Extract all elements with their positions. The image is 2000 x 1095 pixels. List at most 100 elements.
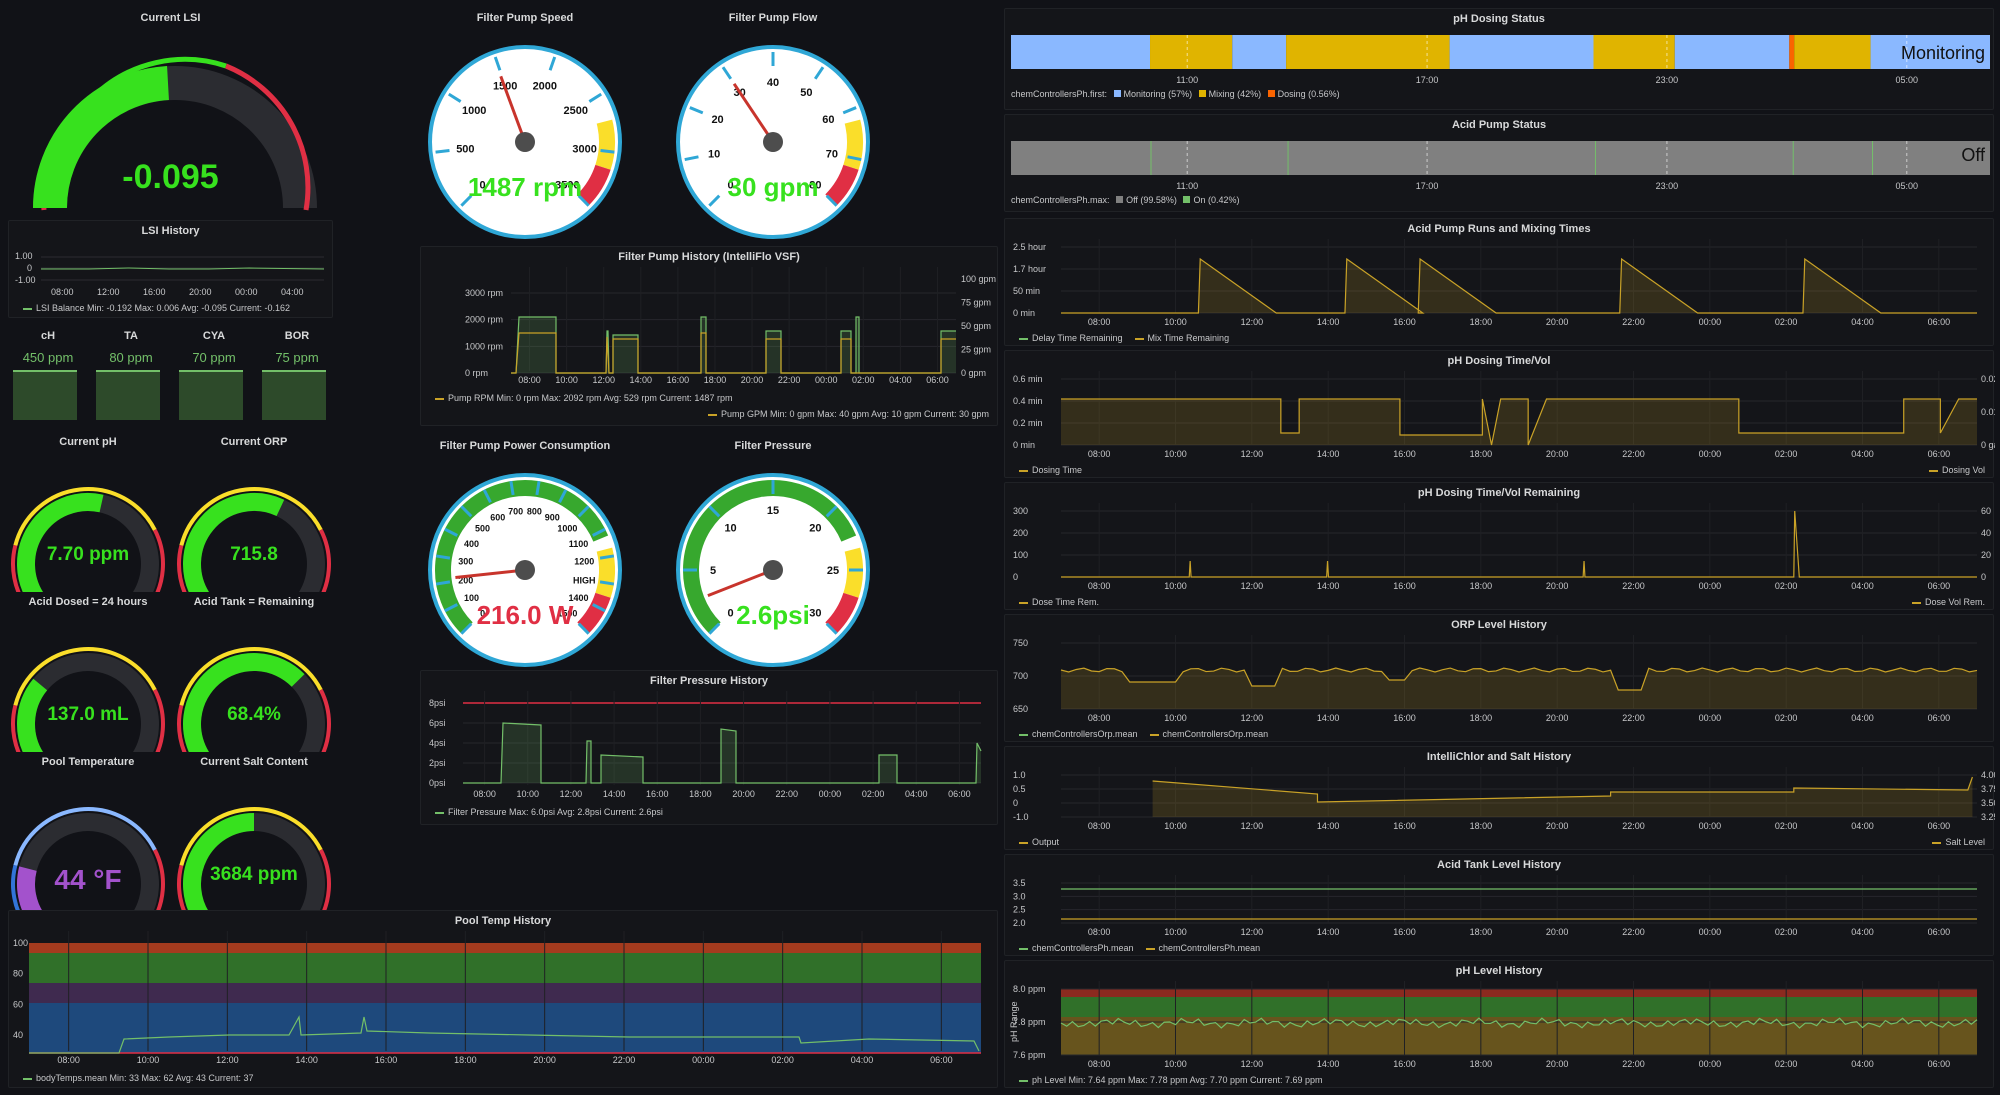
dial-tick-label: 500: [475, 524, 490, 534]
ph-dosing-remaining-title: pH Dosing Time/Vol Remaining: [1417, 487, 1581, 499]
legend-left[interactable]: Output: [1019, 837, 1059, 847]
dial-tick-label: 700: [508, 507, 523, 517]
x-tick-label: 20:00: [732, 789, 755, 799]
pump-history-panel: Filter Pump History (IntelliFlo VSF) 300…: [420, 246, 998, 426]
y-tick-label: 100: [13, 938, 28, 948]
x-tick-label: 22:00: [1622, 927, 1645, 937]
small-gauges: Current pH 7.70 ppm Current ORP 715.8 Acid D…: [0, 428, 340, 912]
legend-left[interactable]: Dosing Time: [1019, 465, 1082, 475]
x-tick-label: 14:00: [1317, 317, 1340, 327]
acid-pump-legend[interactable]: chemControllersPh.max: Off (99.58%) On (…: [1011, 195, 1239, 205]
pump-gpm-legend[interactable]: Pump GPM Min: 0 gpm Max: 40 gpm Avg: 10 …: [708, 409, 989, 419]
ph-dosing-legend[interactable]: chemControllersPh.first: Monitoring (57%…: [1011, 89, 1340, 99]
legend-item[interactable]: Dosing (0.56%): [1277, 89, 1340, 99]
x-tick-label: 04:00: [851, 1055, 874, 1065]
small-gauge-title: Acid Dosed = 24 hours: [28, 596, 148, 608]
legend-right[interactable]: Dosing Vol: [1928, 465, 1985, 475]
x-tick-label: 08:00: [1088, 581, 1111, 591]
y-tick-label: 0.2 min: [1013, 418, 1043, 428]
x-tick-label: 04:00: [1851, 713, 1874, 723]
dial-hub: [515, 132, 535, 152]
dial-tick-label: 30: [809, 607, 821, 619]
y-tick-label: 3.0: [1013, 891, 1026, 901]
x-tick-label: 16:00: [646, 789, 669, 799]
y-tick-label: 2.5: [1013, 905, 1026, 915]
small-gauge-value: 44 °F: [54, 864, 122, 895]
legend[interactable]: ph Level Min: 7.64 ppm Max: 7.78 ppm Avg…: [1019, 1075, 1323, 1085]
legend-item[interactable]: chemControllersPh.mean: [1032, 943, 1134, 953]
ph-history-title: pH Level History: [1455, 965, 1543, 977]
x-tick-label: 23:00: [1656, 181, 1679, 191]
x-tick-label: 06:00: [930, 1055, 953, 1065]
legend-item[interactable]: Monitoring (57%): [1123, 89, 1193, 99]
x-tick-label: 02:00: [852, 375, 875, 385]
acid-runs-chart: 2.5 hour 1.7 hour 50 min 0 min 08:00 10:00 12:…: [1013, 239, 1977, 327]
x-tick-label: 06:00: [1928, 317, 1951, 327]
dial-tick-label: 300: [458, 557, 473, 567]
pressure-legend[interactable]: Filter Pressure Max: 6.0psi Avg: 2.8psi …: [435, 807, 663, 817]
x-tick-label: 11:00: [1176, 75, 1198, 85]
y-tick-label: 3.75 K: [1981, 784, 1995, 794]
y-tick-label: 4.00 K: [1981, 770, 1995, 780]
x-tick-label: 06:00: [1928, 821, 1951, 831]
legend-item[interactable]: Delay Time Remaining: [1032, 333, 1123, 343]
x-tick-label: 14:00: [1317, 449, 1340, 459]
x-tick-label: 04:00: [905, 789, 928, 799]
y-tick-label: 4psi: [429, 738, 446, 748]
temp-legend[interactable]: bodyTemps.mean Min: 33 Max: 62 Avg: 43 C…: [23, 1073, 253, 1083]
dial-tick-label: 3500: [555, 179, 579, 191]
legend[interactable]: chemControllersOrp.mean chemControllersOr…: [1019, 729, 1280, 739]
dial-tick-label: 900: [545, 513, 560, 523]
x-tick-label: 22:00: [775, 789, 798, 799]
y-tick-label: 7.6 ppm: [1013, 1050, 1046, 1060]
x-tick-label: 00:00: [692, 1055, 715, 1065]
x-tick-label: 06:00: [1928, 713, 1951, 723]
chem-stat-label: BOR: [284, 330, 310, 342]
ph-dosing-status-panel: pH Dosing Status 11:00 17:00 23:00 05:00 Mo…: [1004, 8, 1994, 110]
dial-value: 216.0 W: [476, 600, 574, 630]
y-tick-label: 100: [1013, 550, 1028, 560]
x-tick-label: 10:00: [1164, 713, 1187, 723]
legend-item[interactable]: Off (99.58%): [1126, 195, 1177, 205]
y-tick-label: 80: [13, 969, 23, 979]
series-line: [511, 316, 956, 374]
dial-needle: [499, 75, 527, 143]
x-tick-label: 16:00: [375, 1055, 398, 1065]
pump-rpm-legend[interactable]: Pump RPM Min: 0 rpm Max: 2092 rpm Avg: 5…: [435, 393, 732, 403]
x-tick-label: 12:00: [1241, 581, 1264, 591]
ph-dosing-time-title: pH Dosing Time/Vol: [1447, 355, 1551, 367]
x-tick-label: 16:00: [1393, 927, 1416, 937]
legend-left[interactable]: Dose Time Rem.: [1019, 597, 1099, 607]
small-gauge-value: 7.70 ppm: [46, 544, 130, 565]
legend-right[interactable]: Dose Vol Rem.: [1911, 597, 1985, 607]
series-line: [511, 332, 956, 374]
dial-title: Filter Pressure: [734, 440, 812, 452]
lsi-legend[interactable]: LSI Balance Min: -0.192 Max: 0.006 Avg: …: [23, 303, 290, 313]
dial-tick-label: 2000: [533, 80, 557, 92]
dial-gauge: Filter Pump Flow0102030405060708030 gpm: [668, 8, 878, 243]
y-axis-label: pH Range: [1009, 1001, 1019, 1042]
status-segment: [1674, 35, 1790, 69]
x-tick-label: 04:00: [1851, 927, 1874, 937]
legend-right[interactable]: Salt Level: [1932, 837, 1985, 847]
legend-item[interactable]: chemControllersPh.mean: [1158, 943, 1261, 953]
x-tick-label: 22:00: [1622, 449, 1645, 459]
x-tick-label: 16:00: [1393, 449, 1416, 459]
x-tick-label: 16:00: [667, 375, 690, 385]
lsi-ytick: -1.00: [15, 275, 36, 285]
legend-item[interactable]: chemControllersOrp.mean: [1162, 729, 1269, 739]
status-segment: [1593, 35, 1675, 69]
legend-item[interactable]: Mix Time Remaining: [1147, 333, 1230, 343]
legend[interactable]: Delay Time Remaining Mix Time Remaining: [1019, 333, 1241, 343]
small-gauge-value: 715.8: [230, 544, 278, 565]
x-tick-label: 22:00: [1622, 581, 1645, 591]
dial-tick-label: 1100: [569, 539, 589, 549]
y-tick-label: 25 gpm: [961, 345, 991, 355]
legend-item[interactable]: On (0.42%): [1193, 195, 1240, 205]
legend[interactable]: chemControllersPh.mean chemControllersPh.…: [1019, 943, 1272, 953]
lsi-xtick: 04:00: [281, 287, 304, 297]
legend-item[interactable]: Mixing (42%): [1208, 89, 1262, 99]
x-tick-label: 22:00: [1622, 1059, 1645, 1069]
legend-item[interactable]: chemControllersOrp.mean: [1032, 729, 1138, 739]
x-tick-label: 22:00: [1622, 713, 1645, 723]
